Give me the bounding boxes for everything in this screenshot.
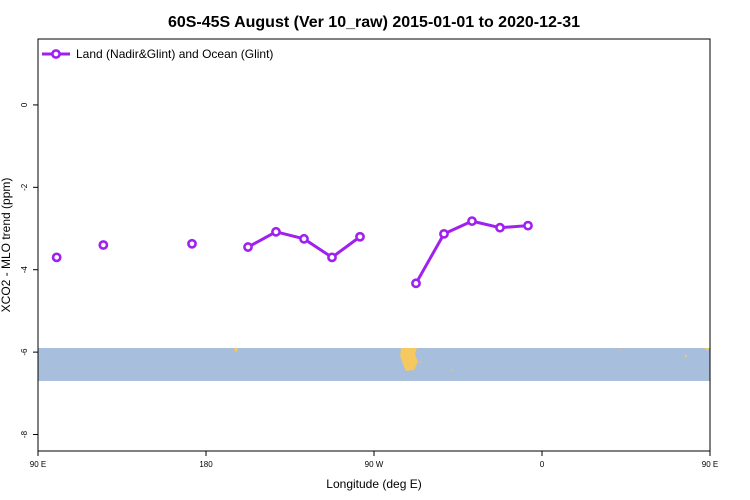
data-point [355,231,365,242]
x-tick-label: 90 W [365,460,384,469]
data-point [243,242,253,252]
land-fragment [684,354,687,358]
data-point [411,278,421,289]
legend-label: Land (Nadir&Glint) and Ocean (Glint) [76,47,273,61]
y-tick-label: -4 [20,266,29,274]
plot-area [38,216,741,381]
map-band [38,348,710,381]
y-axis-label: XCO2 - MLO trend (ppm) [0,178,13,313]
data-point [271,226,281,237]
plot-frame [37,38,711,452]
x-axis-label: Longitude (deg E) [326,477,421,491]
y-tick-label: -6 [20,348,29,356]
land-south-america [400,348,418,371]
x-tick-label: 180 [199,460,213,469]
x-tick-label: 90 E [30,460,46,469]
ocean-band [38,348,710,381]
land-fragment [451,369,454,371]
data-point [98,240,109,250]
land-fragment [234,348,238,352]
data-point [299,233,309,244]
data-point [523,220,533,231]
data-point [187,238,197,249]
data-point [327,252,337,263]
series-layer [51,216,741,289]
x-tick-label: 90 E [702,460,718,469]
legend: Land (Nadir&Glint) and Ocean (Glint) [42,47,273,61]
series-line [414,219,529,285]
data-point [495,222,505,233]
data-point [734,254,741,261]
land-fragment [704,348,710,351]
y-tick-label: -8 [20,430,29,438]
chart-title: 60S-45S August (Ver 10_raw) 2015-01-01 t… [168,14,580,31]
data-point [467,216,477,227]
y-tick-label: -2 [20,183,29,191]
axes: 90 E 180 90 W 0 90 E 0 -2 -4 -6 -8 [20,38,718,469]
x-tick-label: 0 [540,460,545,469]
land-fragment [619,349,622,351]
data-point [439,228,449,239]
land-fragment [419,361,422,363]
data-point [51,252,62,263]
legend-marker [51,49,61,59]
y-tick-label: 0 [20,102,29,107]
